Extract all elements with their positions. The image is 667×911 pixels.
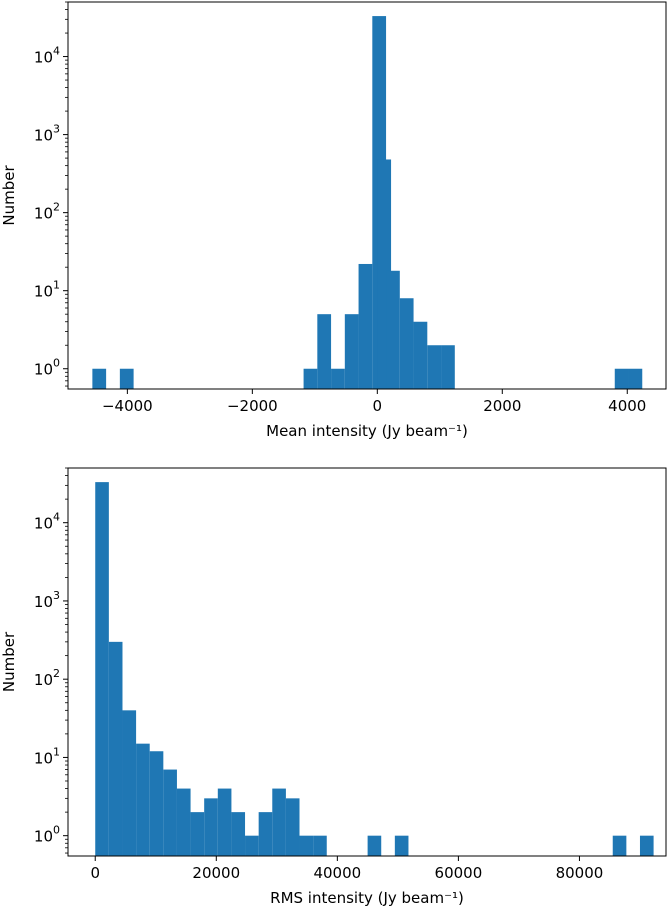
x-tick-label: −4000 (102, 397, 153, 415)
histogram-bar (441, 345, 455, 389)
y-tick-label: 102 (34, 201, 60, 223)
y-axis-label: Number (0, 165, 18, 226)
histogram-bar (313, 835, 327, 856)
histogram-bar (399, 298, 414, 389)
histogram-bar (108, 641, 123, 856)
histogram-bar (331, 368, 345, 389)
histogram-bar (163, 769, 177, 856)
histogram-bar (190, 812, 205, 856)
histogram-bar (122, 710, 137, 856)
y-tick-label: 100 (34, 357, 60, 379)
x-tick-label: 80000 (556, 864, 604, 882)
y-tick-label: 101 (34, 745, 60, 767)
x-tick-label: 0 (90, 864, 100, 882)
rms-intensity-histogram: 0 20000 40000 60000 80000 100 101 102 103 104 RMS … (0, 467, 667, 907)
histogram-bar (149, 751, 164, 856)
histogram-bar (614, 368, 629, 389)
y-axis-label: Number (0, 631, 18, 692)
y-tick-label: 101 (34, 279, 60, 301)
axes-frame (67, 1, 667, 390)
y-tick-label: 103 (34, 123, 60, 145)
histogram-bar (394, 835, 409, 856)
histogram-bar (303, 368, 318, 389)
x-tick-label: 4000 (608, 397, 646, 415)
histogram-bar (245, 835, 259, 856)
histogram-bar (119, 368, 134, 389)
x-tick-label: 20000 (192, 864, 240, 882)
histogram-bar (358, 263, 373, 389)
x-tick-label: 0 (373, 397, 383, 415)
histogram-bar (176, 788, 191, 856)
axes-frame (67, 467, 667, 857)
mean-intensity-histogram: −4000 −2000 0 2000 4000 100 101 102 103 104 Mean i… (0, 1, 667, 440)
x-axis-label: RMS intensity (Jy beam⁻¹) (270, 889, 464, 907)
histogram-bar (344, 314, 359, 389)
y-tick-label: 100 (34, 824, 60, 846)
histogram-bar (272, 788, 286, 856)
histogram-bar (317, 314, 332, 389)
histogram-bar (136, 743, 150, 856)
histogram-bar (92, 368, 107, 389)
histogram-bar (427, 345, 442, 389)
histogram-bar (217, 788, 232, 856)
y-tick-label: 102 (34, 667, 60, 689)
x-tick-label: −2000 (227, 397, 278, 415)
histogram-bar (299, 835, 314, 856)
histogram-bar (95, 482, 109, 856)
histogram-bar (386, 270, 400, 389)
x-axis-label: Mean intensity (Jy beam⁻¹) (266, 422, 468, 440)
histogram-bar (367, 835, 382, 856)
y-tick-label: 103 (34, 589, 60, 611)
x-tick-label: 60000 (435, 864, 483, 882)
y-tick-label: 104 (34, 45, 60, 67)
histogram-bar (231, 812, 246, 856)
y-tick-label: 104 (34, 511, 60, 533)
x-tick-label: 2000 (483, 397, 521, 415)
histogram-bar (285, 798, 300, 856)
histogram-bar (628, 368, 643, 389)
histogram-bar (413, 321, 428, 389)
x-tick-label: 40000 (313, 864, 361, 882)
histogram-bar (204, 798, 218, 856)
histogram-bar (612, 835, 627, 856)
histogram-bar (258, 812, 273, 856)
histogram-bar (639, 835, 654, 856)
